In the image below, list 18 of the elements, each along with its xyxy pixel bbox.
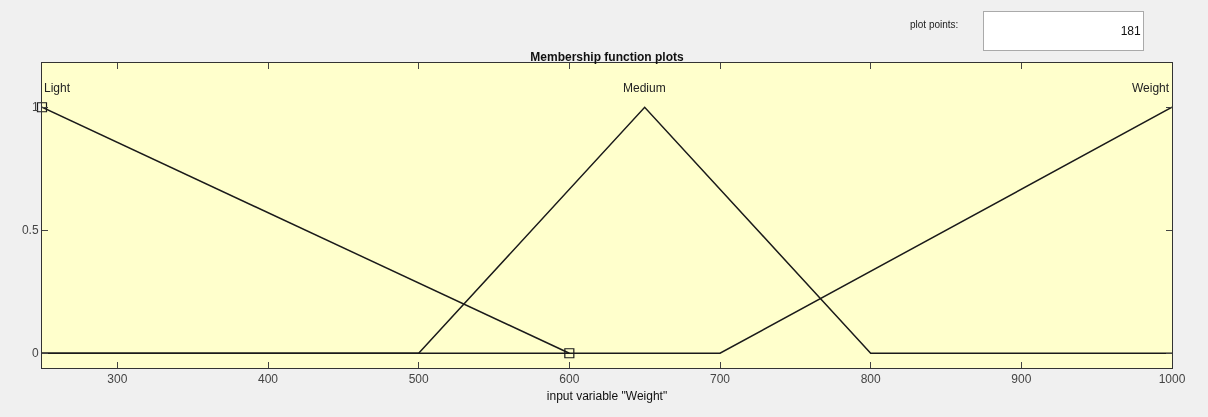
x-tick-label: 1000 <box>1158 372 1186 387</box>
chart-title: Membership function plots <box>530 50 684 64</box>
text: plot points: <box>910 19 959 30</box>
x-tick-label: 800 <box>860 372 881 387</box>
y-tick-label: 1 <box>31 100 39 115</box>
x-tick-label: 600 <box>559 372 580 387</box>
x-axis-title: input variable "Weight" <box>546 389 668 404</box>
x-tick-label: 400 <box>257 372 279 387</box>
text: 181 <box>1120 24 1141 38</box>
x-tick-label: 500 <box>408 372 429 387</box>
x-tick-label: 300 <box>107 372 128 387</box>
series-label: Medium <box>623 81 666 95</box>
x-tick-label: 900 <box>1011 372 1032 387</box>
y-tick-label: 0 <box>31 346 39 361</box>
x-tick-label: 700 <box>709 372 731 387</box>
y-tick-label: 0.5 <box>21 223 39 238</box>
series-label: Light <box>44 81 71 95</box>
series-label: Weight <box>1132 81 1170 95</box>
